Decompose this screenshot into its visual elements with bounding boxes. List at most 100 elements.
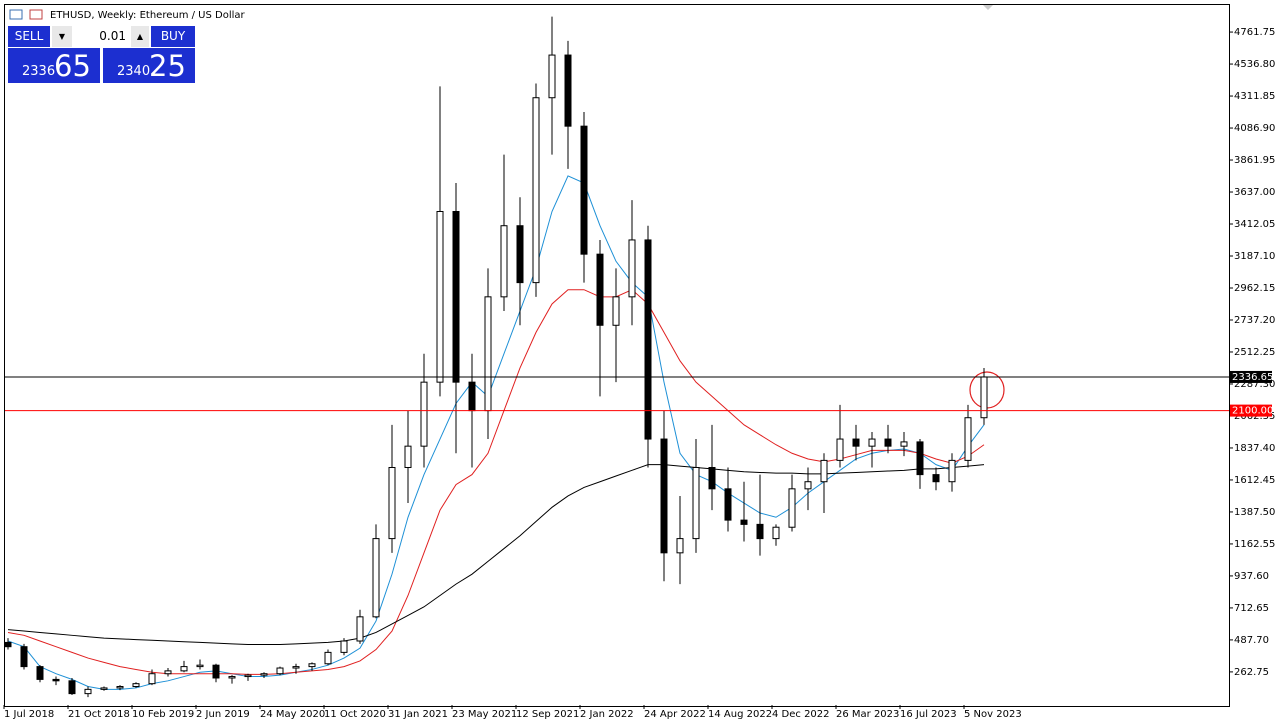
candle-body (628, 239, 636, 298)
candle-body (196, 664, 204, 668)
x-tick-label: 1 Jul 2018 (4, 709, 54, 720)
candle-body (980, 376, 988, 419)
ask-main: 2340 (117, 64, 151, 79)
ask-pips: 25 (149, 49, 186, 83)
y-tick-label: 1162.55 (1234, 539, 1275, 550)
bid-quote[interactable]: 2336 65 (8, 48, 100, 83)
candle-body (420, 381, 428, 447)
candle-body (788, 488, 796, 528)
candle-body (228, 676, 236, 679)
x-tick-label: 12 Sep 2021 (516, 709, 579, 720)
y-tick-label: 2512.25 (1234, 347, 1275, 358)
y-tick-label: 4536.80 (1234, 59, 1275, 70)
y-tick-label: 4761.75 (1234, 27, 1275, 38)
x-tick-label: 26 Mar 2023 (836, 709, 899, 720)
volume-input[interactable]: 0.01 (73, 26, 130, 47)
y-tick-label: 262.75 (1234, 667, 1269, 678)
candle-body (932, 474, 940, 483)
x-tick-label: 24 May 2020 (260, 709, 325, 720)
candle-body (548, 54, 556, 99)
ask-quote[interactable]: 2340 25 (103, 48, 195, 83)
candle-body (356, 616, 364, 642)
candle-body (436, 211, 444, 383)
candle-body (692, 466, 700, 540)
volume-down[interactable]: ▼ (52, 26, 72, 47)
candle-body (276, 667, 284, 675)
shift-marker (983, 5, 993, 10)
sell-button[interactable]: SELL (8, 26, 50, 47)
x-tick-label: 16 Jul 2023 (900, 709, 957, 720)
candle-body (292, 666, 300, 669)
candle-body (116, 686, 124, 689)
buy-button[interactable]: BUY (151, 26, 195, 47)
trade-panel: SELL ▼ 0.01 ▲ BUY 2336 65 2340 25 (8, 26, 195, 83)
candle-body (580, 125, 588, 255)
candle-body (740, 519, 748, 525)
candle-body (500, 225, 508, 298)
candle-body (900, 441, 908, 447)
candle-body (4, 641, 12, 648)
price-level-tag (1230, 370, 1272, 383)
x-tick-label: 23 May 2021 (452, 709, 517, 720)
icon (29, 9, 43, 20)
candle-body (644, 239, 652, 440)
y-tick-label: 1837.40 (1234, 443, 1275, 454)
candle-body (244, 674, 252, 678)
y-tick-label: 1387.50 (1234, 507, 1275, 518)
y-tick-label: 487.70 (1234, 635, 1269, 646)
candle-body (68, 680, 76, 695)
price-level-label: 2336.65 (1232, 372, 1273, 383)
price-level-tag (1230, 404, 1272, 417)
candle-body (708, 466, 716, 490)
candle-body (964, 417, 972, 461)
candle-body (724, 488, 732, 521)
candle-body (532, 97, 540, 284)
candle-body (884, 438, 892, 447)
candle-body (324, 651, 332, 665)
candle-body (132, 683, 140, 688)
x-tick-label: 5 Nov 2023 (964, 709, 1022, 720)
candle-body (948, 459, 956, 483)
x-tick-label: 4 Dec 2022 (772, 709, 830, 720)
candle-body (612, 296, 620, 326)
x-tick-label: 24 Apr 2022 (644, 709, 706, 720)
candle-body (804, 481, 812, 490)
y-tick-label: 2287.30 (1234, 379, 1275, 390)
y-tick-label: 937.60 (1234, 571, 1269, 582)
y-tick-label: 3187.10 (1234, 251, 1275, 262)
candle-body (260, 673, 268, 676)
candle-body (852, 438, 860, 447)
candle-body (180, 666, 188, 672)
candle-body (100, 687, 108, 690)
bid-pips: 65 (54, 49, 91, 83)
candle-body (404, 445, 412, 468)
candle-body (820, 459, 828, 483)
x-tick-label: 14 Aug 2022 (708, 709, 772, 720)
y-tick-label: 1612.45 (1234, 475, 1275, 486)
plot-frame (4, 4, 1230, 707)
candle-body (20, 646, 28, 668)
candle-body (164, 670, 172, 675)
x-tick-label: 21 Oct 2018 (68, 709, 130, 720)
candle-body (372, 538, 380, 618)
bid-main: 2336 (22, 64, 56, 79)
price-level-label: 2100.00 (1232, 406, 1273, 417)
x-tick-label: 2 Jun 2019 (196, 709, 250, 720)
candle-body (596, 253, 604, 326)
x-tick-label: 2 Jan 2022 (580, 709, 634, 720)
y-tick-label: 4086.90 (1234, 123, 1275, 134)
candle-body (756, 523, 764, 540)
y-tick-label: 3861.95 (1234, 155, 1275, 166)
x-tick-label: 11 Oct 2020 (324, 709, 386, 720)
moving-average (7, 175, 985, 690)
candle-body (836, 438, 844, 461)
candle-body (660, 438, 668, 554)
candle-body (148, 673, 156, 685)
candle-body (484, 296, 492, 412)
chart-title: ETHUSD, Weekly: Ethereum / US Dollar (50, 10, 246, 21)
volume-up[interactable]: ▲ (131, 26, 149, 47)
candle-body (84, 688, 92, 695)
candle-body (916, 441, 924, 476)
